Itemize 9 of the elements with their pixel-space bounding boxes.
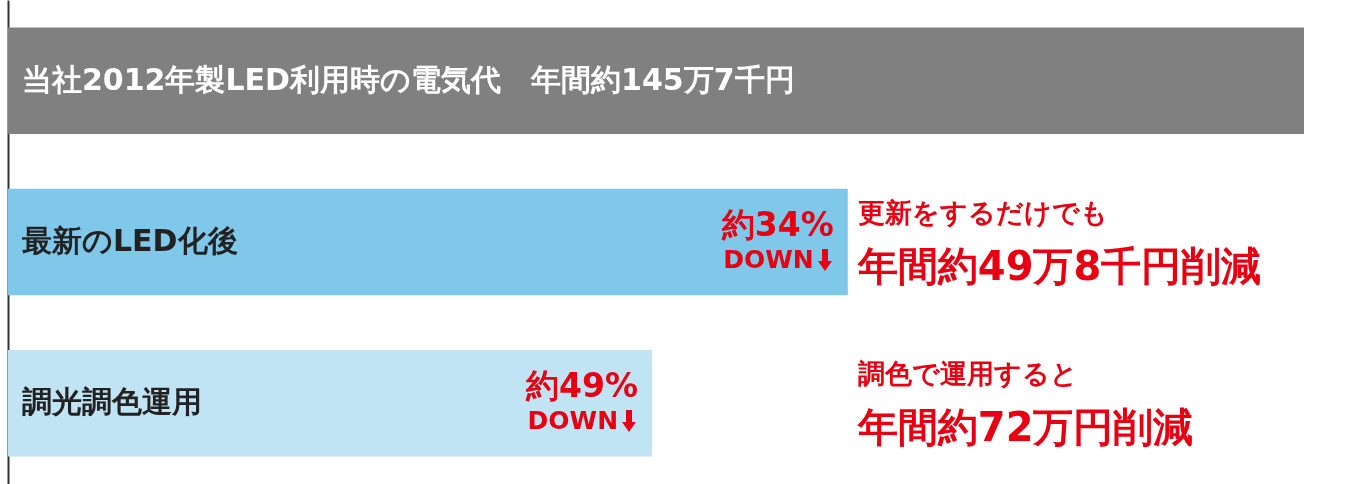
y-tick-label: 調光調色運用	[22, 384, 202, 420]
y-tick-label: 最新のLED化後	[22, 223, 238, 258]
annotation: 年間約49万8千円削減	[856, 243, 1262, 289]
annotation: 年間約72万円削減	[856, 404, 1194, 451]
annotation: 約49% DOWN	[525, 366, 639, 436]
annotation: 調色で運用すると	[857, 358, 1078, 390]
y-tick-label: 当社2012年製LED利用時の電気代 年間約145万7千円	[22, 61, 795, 97]
annotation: 約34% DOWN	[720, 205, 834, 274]
annotation: 更新をするだけでも	[857, 197, 1108, 228]
